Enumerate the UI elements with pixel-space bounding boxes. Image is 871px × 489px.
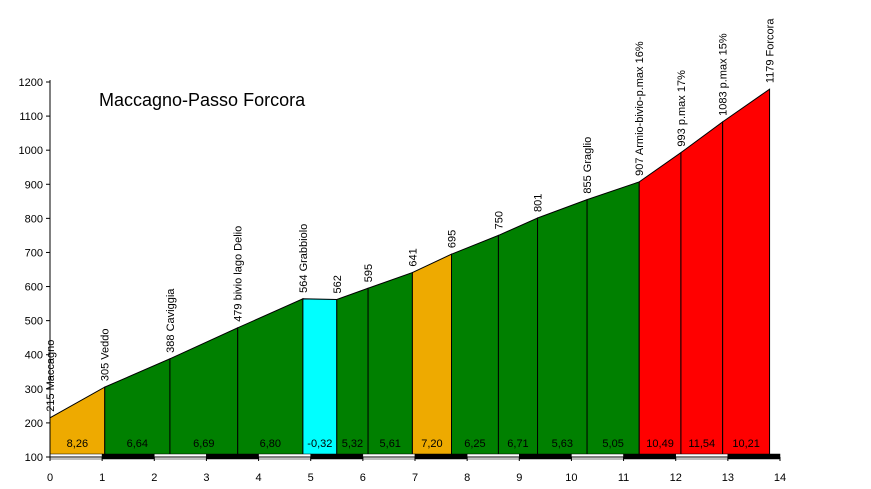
profile-segment bbox=[722, 88, 771, 458]
profile-segment bbox=[367, 271, 413, 458]
gradient-label: 5,61 bbox=[380, 438, 401, 450]
x-tick-label: 6 bbox=[360, 472, 366, 484]
y-tick-label: 1200 bbox=[19, 77, 43, 89]
gradient-label: 6,69 bbox=[193, 438, 214, 450]
gradient-label: 10,21 bbox=[732, 438, 760, 450]
y-tick-label: 900 bbox=[25, 179, 43, 191]
profile-segment bbox=[451, 234, 499, 458]
x-tick-label: 11 bbox=[618, 472, 629, 484]
gradient-label: 10,49 bbox=[646, 438, 674, 450]
profile-areas bbox=[49, 88, 771, 458]
x-tick-label: 13 bbox=[722, 472, 734, 484]
gradient-label: 5,63 bbox=[552, 438, 573, 450]
y-tick-label: 500 bbox=[25, 316, 43, 328]
x-tick-label: 0 bbox=[47, 472, 53, 484]
x-tick-label: 8 bbox=[464, 472, 470, 484]
y-tick-label: 100 bbox=[25, 452, 43, 464]
waypoint-label: 695 bbox=[447, 230, 459, 248]
y-tick-label: 400 bbox=[25, 350, 43, 362]
gradient-label: 5,05 bbox=[602, 438, 623, 450]
x-tick-label: 5 bbox=[308, 472, 314, 484]
gradient-label: 8,26 bbox=[67, 438, 88, 450]
waypoint-label: 641 bbox=[407, 248, 419, 266]
profile-segment bbox=[237, 298, 304, 458]
x-tick-label: 1 bbox=[99, 472, 105, 484]
x-tick-label: 10 bbox=[565, 472, 577, 484]
profile-segment bbox=[336, 287, 369, 458]
profile-segment bbox=[537, 198, 588, 458]
profile-segment bbox=[302, 298, 338, 458]
y-tick-label: 800 bbox=[25, 213, 43, 225]
x-tick-label: 4 bbox=[256, 472, 262, 484]
gradient-label: 6,80 bbox=[260, 438, 281, 450]
waypoint-label: 562 bbox=[332, 275, 344, 293]
gradient-label: 11,54 bbox=[688, 438, 715, 450]
x-tick-label: 14 bbox=[774, 472, 786, 484]
profile-segment bbox=[586, 181, 640, 458]
x-tick-label: 9 bbox=[516, 472, 522, 484]
gradient-labels: 8,26 6,64 6,69 6,80 -0,32 5,32 5,61 7,20 6,25 6,7… bbox=[67, 438, 760, 450]
y-tick-label: 600 bbox=[25, 282, 43, 294]
gradient-label: 6,71 bbox=[507, 438, 528, 450]
waypoint-label: 750 bbox=[493, 211, 505, 229]
x-tick-label: 3 bbox=[203, 472, 209, 484]
x-ticks: 0 1 2 3 4 5 6 7 8 9 10 11 12 13 14 bbox=[47, 457, 786, 484]
gradient-label: 7,20 bbox=[421, 438, 442, 450]
profile-segment bbox=[638, 151, 682, 458]
y-tick-label: 200 bbox=[25, 418, 43, 430]
waypoint-label: 479 bivio lago Delio bbox=[233, 226, 245, 322]
x-tick-label: 7 bbox=[412, 472, 418, 484]
y-tick-label: 700 bbox=[25, 247, 43, 259]
gradient-label: -0,32 bbox=[307, 438, 332, 450]
profile-segment bbox=[497, 217, 539, 458]
waypoint-label: 907 Armio-bivio-p.max 16% bbox=[634, 41, 646, 176]
waypoint-label: 215 Maccagno bbox=[45, 340, 57, 412]
y-ticks: 100 200 300 400 500 600 700 800 900 1000 1100 1200 bbox=[19, 77, 50, 464]
waypoint-label: 305 Veddo bbox=[100, 328, 112, 381]
profile-segment bbox=[411, 253, 452, 458]
y-tick-label: 300 bbox=[25, 384, 43, 396]
gradient-label: 5,32 bbox=[342, 438, 363, 450]
waypoint-labels: 215 Maccagno 305 Veddo 388 Caviggia 479 biv… bbox=[45, 18, 777, 412]
waypoint-label: 993 p.max 17% bbox=[676, 70, 688, 147]
waypoint-label: 855 Graglio bbox=[582, 137, 594, 194]
waypoint-label: 595 bbox=[363, 264, 375, 282]
waypoint-label: 1179 Forcora bbox=[765, 18, 777, 83]
x-tick-label: 2 bbox=[151, 472, 157, 484]
y-tick-label: 1000 bbox=[19, 145, 43, 157]
waypoint-label: 564 Grabbiolo bbox=[298, 224, 310, 293]
waypoint-label: 1083 p.max 15% bbox=[718, 33, 730, 116]
gradient-label: 6,25 bbox=[464, 438, 485, 450]
waypoint-label: 388 Caviggia bbox=[165, 288, 177, 353]
waypoint-label: 801 bbox=[533, 194, 545, 212]
gradient-label: 6,64 bbox=[127, 438, 148, 450]
chart-title: Maccagno-Passo Forcora bbox=[99, 90, 306, 110]
profile-segment bbox=[680, 120, 724, 458]
y-tick-label: 1100 bbox=[19, 111, 43, 123]
x-tick-label: 12 bbox=[670, 472, 682, 484]
